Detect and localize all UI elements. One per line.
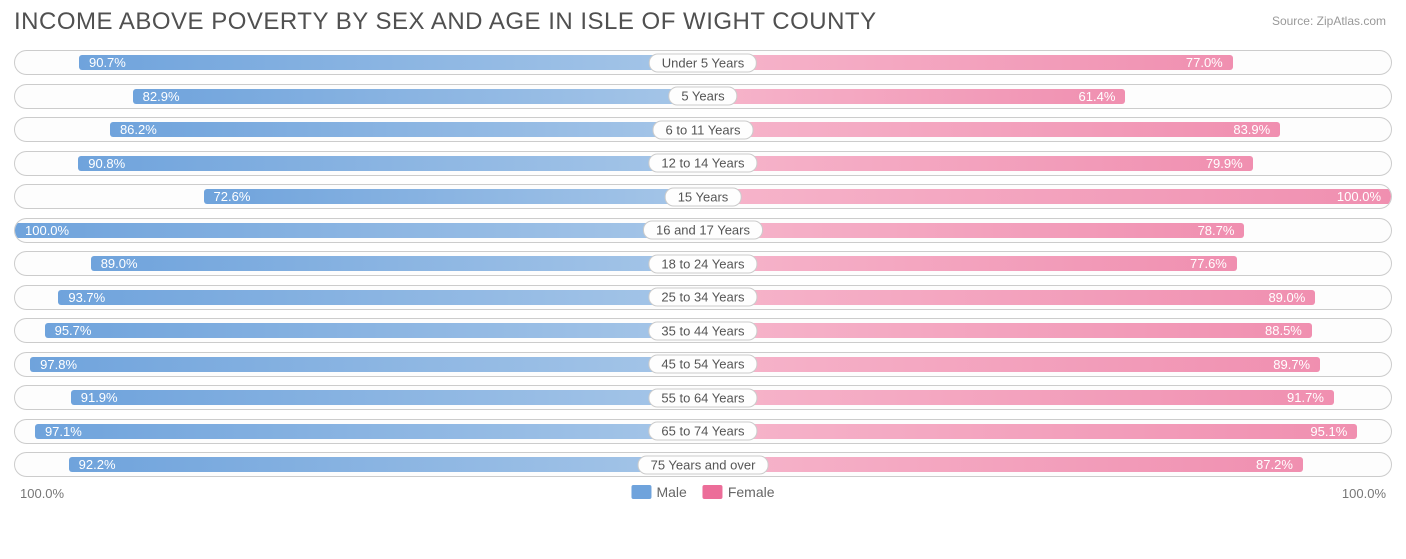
chart-row: 72.6% 100.0% 15 Years [14, 184, 1392, 209]
category-label: 16 and 17 Years [643, 221, 763, 240]
bar-male: 93.7% [58, 290, 703, 305]
legend-label-male: Male [656, 484, 686, 500]
bar-male-value: 97.1% [45, 424, 82, 439]
category-label: 75 Years and over [638, 455, 769, 474]
bar-female: 87.2% [703, 457, 1303, 472]
chart-row: 100.0% 78.7% 16 and 17 Years [14, 218, 1392, 243]
legend: Male Female [631, 484, 774, 500]
header: INCOME ABOVE POVERTY BY SEX AND AGE IN I… [14, 8, 1392, 36]
bar-male: 90.8% [78, 156, 703, 171]
source-attribution: Source: ZipAtlas.com [1272, 8, 1392, 28]
legend-swatch-female [703, 485, 723, 499]
bar-female: 79.9% [703, 156, 1253, 171]
bar-male-value: 95.7% [55, 323, 92, 338]
bar-male: 82.9% [133, 89, 703, 104]
bar-female-value: 83.9% [1233, 122, 1270, 137]
bar-female: 91.7% [703, 390, 1334, 405]
chart-row: 97.8% 89.7% 45 to 54 Years [14, 352, 1392, 377]
bar-female: 100.0% [703, 189, 1391, 204]
bar-male-value: 86.2% [120, 122, 157, 137]
diverging-bar-chart: 90.7% 77.0% Under 5 Years 82.9% 61.4% 5 Years… [14, 50, 1392, 477]
bar-male: 89.0% [91, 256, 703, 271]
category-label: 12 to 14 Years [648, 154, 757, 173]
bar-male-value: 82.9% [143, 89, 180, 104]
bar-female: 77.0% [703, 55, 1233, 70]
chart-row: 95.7% 88.5% 35 to 44 Years [14, 318, 1392, 343]
bar-male: 91.9% [71, 390, 703, 405]
bar-female-value: 61.4% [1079, 89, 1116, 104]
bar-male: 95.7% [45, 323, 703, 338]
chart-row: 92.2% 87.2% 75 Years and over [14, 452, 1392, 477]
bar-male: 90.7% [79, 55, 703, 70]
bar-female-value: 79.9% [1206, 156, 1243, 171]
category-label: Under 5 Years [649, 53, 757, 72]
bar-male-value: 89.0% [101, 256, 138, 271]
category-label: 5 Years [668, 87, 737, 106]
chart-row: 82.9% 61.4% 5 Years [14, 84, 1392, 109]
bar-female: 61.4% [703, 89, 1125, 104]
chart-row: 86.2% 83.9% 6 to 11 Years [14, 117, 1392, 142]
bar-male: 97.1% [35, 424, 703, 439]
chart-row: 93.7% 89.0% 25 to 34 Years [14, 285, 1392, 310]
category-label: 15 Years [665, 187, 742, 206]
bar-male-value: 92.2% [79, 457, 116, 472]
bar-male-value: 90.7% [89, 55, 126, 70]
bar-female-value: 89.0% [1268, 290, 1305, 305]
bar-female-value: 87.2% [1256, 457, 1293, 472]
bar-male: 72.6% [204, 189, 703, 204]
bar-female: 77.6% [703, 256, 1237, 271]
chart-row: 89.0% 77.6% 18 to 24 Years [14, 251, 1392, 276]
category-label: 35 to 44 Years [648, 321, 757, 340]
category-label: 55 to 64 Years [648, 388, 757, 407]
bar-male-value: 100.0% [25, 223, 69, 238]
bar-female: 95.1% [703, 424, 1357, 439]
bar-female: 89.0% [703, 290, 1315, 305]
bar-female-value: 89.7% [1273, 357, 1310, 372]
bar-female-value: 100.0% [1337, 189, 1381, 204]
bar-female: 88.5% [703, 323, 1312, 338]
axis-label-left: 100.0% [20, 486, 64, 501]
chart-title: INCOME ABOVE POVERTY BY SEX AND AGE IN I… [14, 8, 877, 36]
bar-male: 86.2% [110, 122, 703, 137]
bar-male-value: 72.6% [214, 189, 251, 204]
legend-swatch-male [631, 485, 651, 499]
bar-female-value: 78.7% [1198, 223, 1235, 238]
chart-footer: 100.0% Male Female 100.0% [14, 484, 1392, 506]
bar-male-value: 91.9% [81, 390, 118, 405]
bar-female-value: 88.5% [1265, 323, 1302, 338]
bar-female: 78.7% [703, 223, 1244, 238]
bar-male-value: 90.8% [88, 156, 125, 171]
bar-male: 92.2% [69, 457, 703, 472]
bar-female-value: 91.7% [1287, 390, 1324, 405]
legend-label-female: Female [728, 484, 775, 500]
bar-female-value: 95.1% [1310, 424, 1347, 439]
bar-male-value: 93.7% [68, 290, 105, 305]
legend-item-male: Male [631, 484, 686, 500]
chart-row: 90.8% 79.9% 12 to 14 Years [14, 151, 1392, 176]
category-label: 45 to 54 Years [648, 355, 757, 374]
category-label: 65 to 74 Years [648, 422, 757, 441]
bar-male-value: 97.8% [40, 357, 77, 372]
chart-row: 97.1% 95.1% 65 to 74 Years [14, 419, 1392, 444]
legend-item-female: Female [703, 484, 775, 500]
category-label: 18 to 24 Years [648, 254, 757, 273]
bar-male: 100.0% [15, 223, 703, 238]
bar-female: 89.7% [703, 357, 1320, 372]
axis-label-right: 100.0% [1342, 486, 1386, 501]
chart-row: 91.9% 91.7% 55 to 64 Years [14, 385, 1392, 410]
bar-female-value: 77.0% [1186, 55, 1223, 70]
bar-male: 97.8% [30, 357, 703, 372]
bar-female: 83.9% [703, 122, 1280, 137]
chart-row: 90.7% 77.0% Under 5 Years [14, 50, 1392, 75]
category-label: 6 to 11 Years [653, 120, 754, 139]
bar-female-value: 77.6% [1190, 256, 1227, 271]
category-label: 25 to 34 Years [648, 288, 757, 307]
